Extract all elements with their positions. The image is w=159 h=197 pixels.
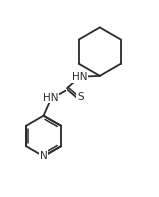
Text: S: S [77,92,84,102]
Text: N: N [40,151,47,161]
Text: HN: HN [72,72,87,82]
Text: HN: HN [43,93,58,103]
